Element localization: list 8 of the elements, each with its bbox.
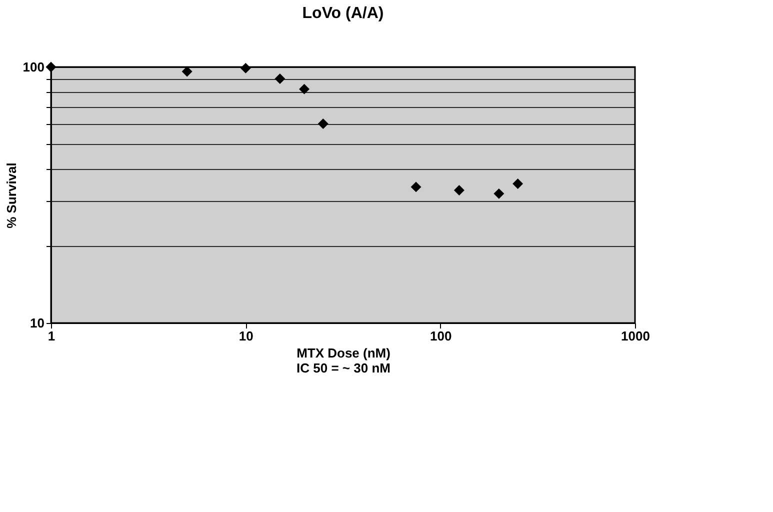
x-tick-label: 1 [48, 328, 56, 344]
x-axis-title: MTX Dose (nM) [296, 346, 390, 360]
chart-title: LoVo (A/A) [302, 5, 384, 22]
text: IC 50 = ~ 30 nM [296, 360, 390, 376]
y-axis-title: % Survival [4, 162, 19, 228]
x-tick-label: 100 [430, 328, 452, 344]
x-tick-label: 10 [238, 328, 254, 344]
x-tick-label: 1000 [621, 328, 650, 344]
